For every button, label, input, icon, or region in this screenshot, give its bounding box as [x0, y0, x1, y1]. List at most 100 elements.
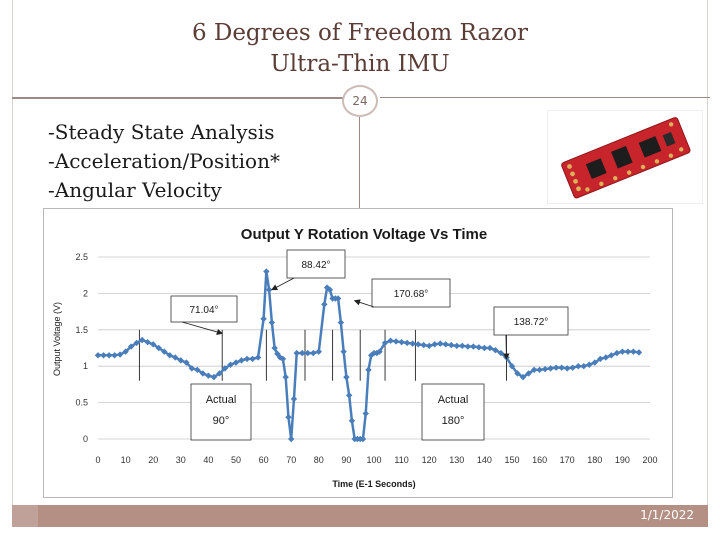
data-point	[116, 351, 124, 358]
data-point	[263, 268, 270, 275]
footer-bar: 1/1/2022	[12, 505, 708, 527]
data-point	[205, 372, 212, 379]
data-point	[459, 342, 466, 350]
bullet-item: -Angular Velocity	[48, 178, 222, 202]
x-tick-label: 180	[587, 455, 602, 465]
x-tick-label: 30	[176, 455, 186, 465]
data-point	[340, 348, 347, 355]
footer-accent	[12, 505, 38, 527]
annotation-label: 88.42°	[301, 260, 330, 271]
data-point	[547, 365, 554, 372]
data-point	[326, 286, 334, 293]
data-point	[161, 348, 168, 355]
data-point	[414, 341, 422, 348]
data-point	[323, 284, 331, 291]
data-point	[591, 359, 598, 366]
bullet-list: -Steady State Analysis -Acceleration/Pos…	[48, 118, 280, 205]
data-point	[630, 348, 637, 355]
data-point	[249, 355, 256, 363]
y-tick-label: 2.5	[75, 252, 88, 262]
x-tick-label: 80	[314, 455, 324, 465]
annotation-71-04: 71.04°	[170, 295, 238, 335]
data-point	[271, 344, 278, 352]
data-point	[442, 341, 449, 348]
x-tick-label: 60	[259, 455, 269, 465]
annotations: 88.42° 71.04° 170.68° 138.72° Actual	[170, 249, 569, 441]
event-markers	[138, 329, 507, 381]
annotation-label: 71.04°	[189, 305, 218, 316]
data-point	[486, 344, 494, 352]
annotation-arrow	[271, 277, 295, 291]
data-point	[348, 417, 356, 424]
data-point	[282, 373, 289, 381]
data-point	[172, 354, 179, 361]
data-point	[365, 366, 372, 374]
data-point	[122, 348, 129, 355]
data-point	[227, 361, 234, 368]
data-point	[409, 340, 416, 347]
data-point	[177, 357, 184, 364]
data-point	[420, 341, 427, 349]
data-point	[254, 354, 262, 361]
annotation-box	[493, 306, 569, 336]
x-tick-label: 190	[615, 455, 630, 465]
annotation-arrow	[353, 299, 375, 308]
data-point	[150, 341, 157, 348]
slide-title: 6 Degrees of Freedom Razor Ultra-Thin IM…	[110, 18, 610, 80]
data-point	[265, 286, 273, 293]
data-point	[552, 364, 560, 371]
data-point	[293, 349, 300, 357]
data-point	[155, 344, 162, 352]
x-tick-label: 200	[642, 455, 657, 465]
data-point	[238, 357, 245, 364]
data-point	[321, 301, 328, 308]
annotation-label: 170.68°	[394, 289, 429, 300]
data-point	[613, 349, 621, 357]
data-point	[127, 343, 135, 350]
title-rule-right	[380, 97, 710, 98]
frame-right-line	[707, 0, 708, 505]
data-point	[210, 373, 218, 381]
title-rule-left	[12, 97, 345, 99]
data-point	[376, 348, 383, 355]
data-point	[536, 366, 543, 374]
annotation-box	[371, 278, 451, 308]
data-point	[232, 359, 240, 366]
text-box-line-1: Actual	[438, 394, 469, 406]
data-point	[359, 435, 367, 443]
y-tick-label: 1	[83, 361, 88, 371]
data-point	[635, 349, 643, 356]
x-tick-label: 140	[477, 455, 492, 465]
y-tick-label: 0.5	[75, 398, 88, 408]
data-point	[199, 370, 207, 377]
actual-180-box: Actual 180°	[421, 383, 485, 441]
data-point	[437, 340, 444, 347]
title-line-1: 6 Degrees of Freedom Razor	[191, 20, 529, 46]
text-box-line-2: 180°	[442, 415, 465, 427]
data-point	[586, 361, 593, 368]
data-point	[541, 365, 549, 373]
data-point	[288, 435, 295, 443]
x-tick-label: 50	[231, 455, 241, 465]
y-tick-labels: 0 0.5 1 1.5 2 2.5	[75, 252, 88, 444]
data-point	[602, 354, 610, 361]
data-point	[481, 344, 488, 352]
data-point	[381, 339, 389, 347]
data-point	[569, 364, 576, 371]
x-tick-label: 150	[504, 455, 519, 465]
data-point	[133, 339, 140, 347]
data-point	[268, 319, 276, 326]
annotation-138-72: 138.72°	[493, 306, 569, 360]
sensor-board-icon	[561, 117, 691, 199]
chart-title: Output Y Rotation Voltage Vs Time	[241, 226, 487, 243]
data-point	[279, 355, 287, 363]
data-point	[431, 341, 438, 348]
voltage-chart: Output Y Rotation Voltage Vs Time Time (…	[43, 208, 673, 498]
annotation-box	[286, 249, 346, 279]
column-divider	[359, 117, 360, 209]
x-tick-label: 120	[422, 455, 437, 465]
x-tick-label: 100	[366, 455, 381, 465]
x-tick-label: 0	[95, 455, 100, 465]
chart-canvas: Output Y Rotation Voltage Vs Time Time (…	[52, 226, 658, 489]
y-tick-label: 0	[83, 434, 88, 444]
